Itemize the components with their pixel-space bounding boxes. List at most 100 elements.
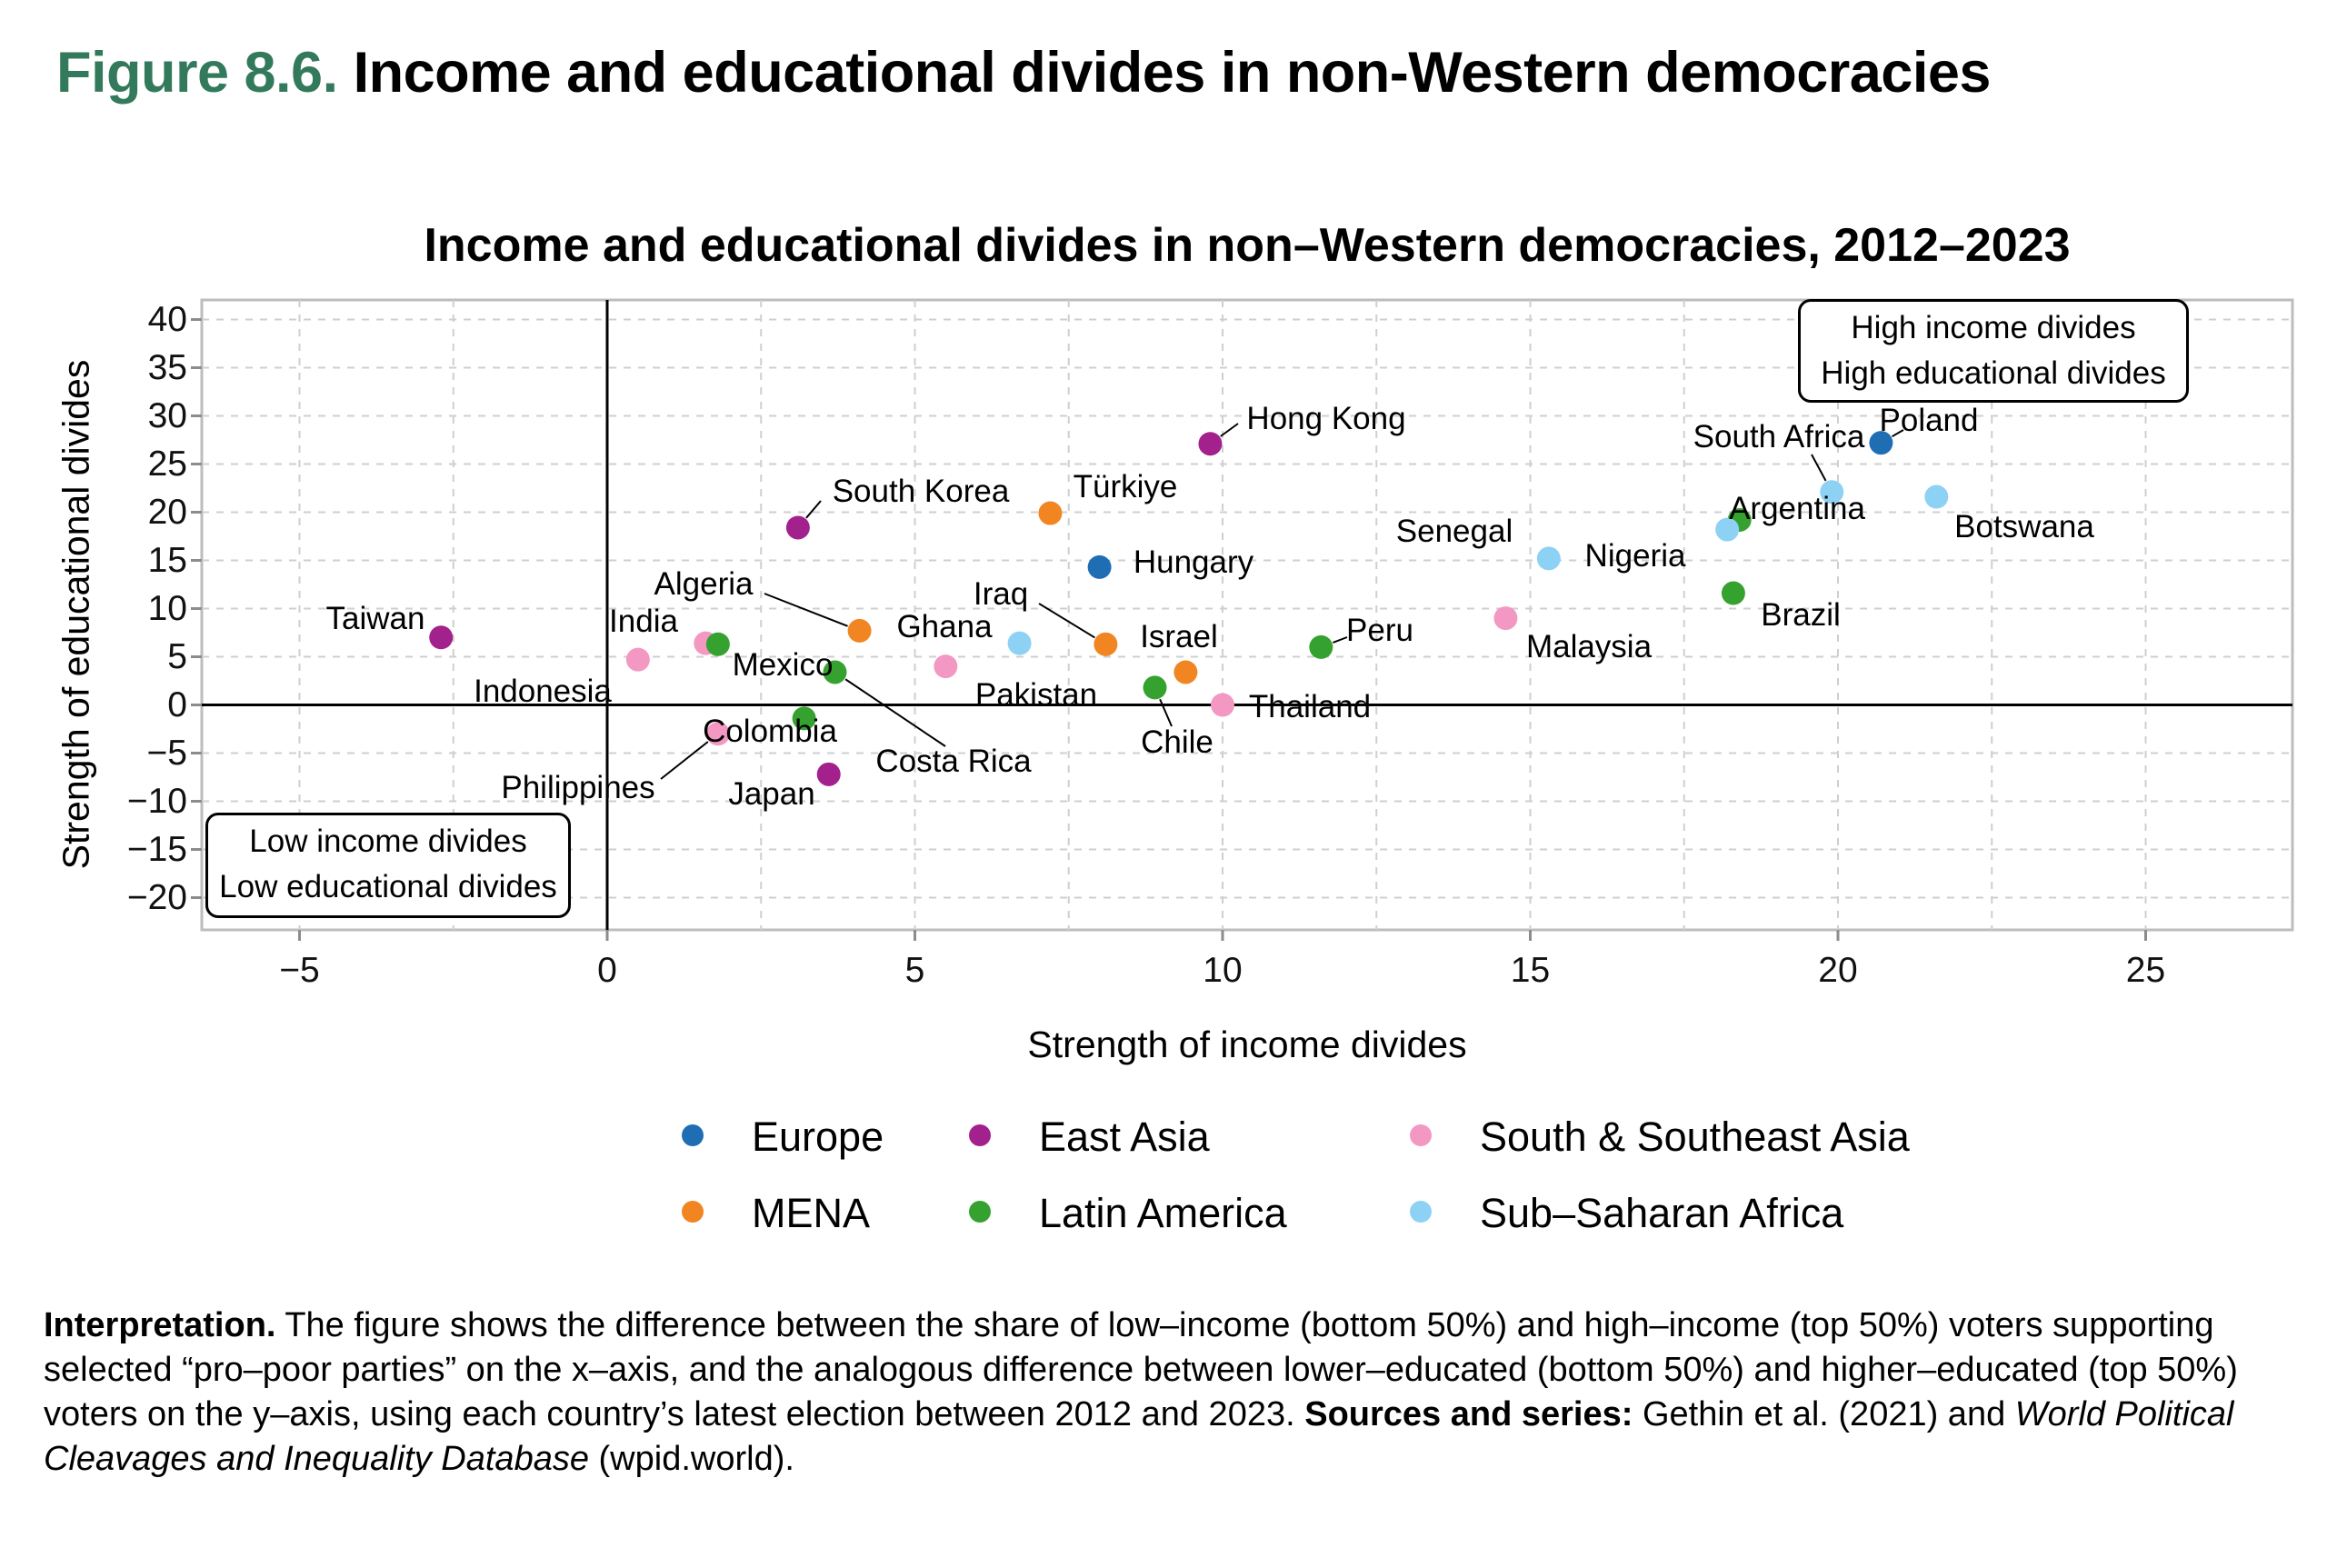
dot-malaysia: [1493, 606, 1518, 631]
y-tick-label: −5: [146, 733, 187, 773]
dot-philippines: [705, 722, 730, 746]
y-tick-label: 40: [147, 299, 187, 339]
dot-algeria: [847, 618, 872, 643]
legend-label-latin-america: Latin America: [1039, 1190, 1287, 1236]
interpretation-caption: Interpretation. The figure shows the dif…: [44, 1303, 2296, 1482]
annotation-box-high: High income divides High educational div…: [1798, 299, 2189, 403]
chart-title: Income and educational divides in non–We…: [424, 219, 2071, 272]
legend-label-sub-saharan-africa: Sub–Saharan Africa: [1480, 1190, 1844, 1236]
caption-bold-segment: Sources and series:: [1304, 1395, 1633, 1433]
dot-senegal: [1536, 546, 1561, 571]
country-label-colombia: Colombia: [703, 714, 837, 749]
dot-mexico: [705, 632, 730, 656]
country-label-botswana: Botswana: [1954, 509, 2094, 544]
country-label-peru: Peru: [1346, 613, 1413, 648]
annotation-high-line1: High income divides: [1851, 310, 2136, 345]
country-label-hong-kong: Hong Kong: [1246, 401, 1406, 436]
y-tick-label: 10: [147, 588, 187, 628]
x-tick-label: 5: [904, 951, 925, 990]
x-tick-label: 10: [1203, 951, 1243, 990]
country-label-mexico: Mexico: [732, 647, 834, 683]
dot-chile: [1143, 675, 1167, 700]
country-label-israel: Israel: [1140, 619, 1218, 654]
legend-label-south-southeast-asia: South & Southeast Asia: [1480, 1114, 1910, 1160]
caption-text-segment: The figure shows the difference between …: [44, 1306, 2238, 1433]
dot-nigeria: [1715, 517, 1740, 542]
dot-pakistan: [934, 654, 958, 679]
dot-peru: [1309, 634, 1333, 659]
country-label-poland: Poland: [1879, 403, 1979, 438]
leader-line-costa-rica: [844, 678, 946, 747]
y-tick-label: 20: [147, 492, 187, 532]
dot-israel: [1173, 660, 1198, 684]
leader-line-poland: [1892, 429, 1904, 438]
country-label-taiwan: Taiwan: [325, 601, 425, 636]
country-label-south-africa: South Africa: [1693, 419, 1865, 454]
y-tick-label: 15: [147, 540, 187, 580]
dot-taiwan: [429, 625, 454, 650]
legend-dot-europe: [682, 1124, 704, 1146]
annotation-low-line1: Low income divides: [249, 824, 527, 859]
country-label-thailand: Thailand: [1248, 689, 1372, 724]
dot-costa-rica: [823, 660, 847, 684]
dot-thailand: [1211, 693, 1234, 717]
country-label-hungary: Hungary: [1133, 544, 1254, 580]
annotation-high-line2: High educational divides: [1821, 355, 2166, 391]
caption-text-segment: Gethin et al. (2021) and: [1633, 1395, 2015, 1433]
dot-south-africa: [1820, 480, 1844, 504]
legend-dot-mena: [682, 1201, 704, 1223]
caption-bold-segment: Interpretation.: [44, 1306, 276, 1344]
x-axis-title: Strength of income divides: [1027, 1024, 1467, 1065]
dot-indonesia: [625, 647, 650, 672]
dot-ghana: [1007, 631, 1032, 655]
country-label-india: India: [609, 604, 678, 639]
figure-heading: Figure 8.6. Income and educational divid…: [56, 40, 1991, 105]
dot-colombia: [792, 706, 816, 731]
country-label-pakistan: Pakistan: [974, 677, 1098, 713]
legend-dot-south-southeast-asia: [1410, 1124, 1432, 1146]
country-label-brazil: Brazil: [1761, 597, 1841, 633]
leader-line-hong-kong: [1220, 423, 1239, 437]
dot-brazil: [1721, 581, 1745, 605]
leader-line-south-korea: [805, 500, 822, 519]
dot-south-korea: [785, 515, 810, 540]
legend-label-mena: MENA: [752, 1190, 871, 1236]
x-tick-label: 20: [1818, 951, 1858, 990]
y-tick-label: −10: [126, 781, 187, 821]
y-tick-label: −20: [126, 877, 187, 917]
country-label-malaysia: Malaysia: [1525, 629, 1653, 664]
country-label-philippines: Philippines: [501, 770, 655, 805]
panel-border: [200, 298, 2294, 932]
legend-dot-latin-america: [969, 1201, 991, 1223]
x-tick-label: −5: [279, 951, 320, 990]
leader-line-algeria: [764, 593, 848, 627]
leader-line-chile: [1159, 698, 1173, 727]
y-axis-title: Strength of educational divides: [55, 359, 97, 870]
country-label-costa-rica: Costa Rica: [875, 744, 1032, 779]
y-tick-label: 30: [147, 395, 187, 435]
country-label-argentina: Argentina: [1729, 491, 1865, 526]
country-label-türkiye: Türkiye: [1073, 469, 1178, 504]
dot-iraq: [1094, 632, 1118, 656]
y-tick-label: 5: [167, 636, 187, 676]
leader-line-iraq: [1038, 603, 1095, 639]
x-tick-label: 15: [1510, 951, 1551, 990]
dot-botswana: [1924, 484, 1949, 509]
y-tick-label: 0: [167, 684, 187, 724]
legend-dot-east-asia: [969, 1124, 991, 1146]
country-label-chile: Chile: [1141, 724, 1213, 760]
legend-dot-sub-saharan-africa: [1410, 1201, 1432, 1223]
y-tick-label: 25: [147, 444, 187, 484]
figure-number: Figure 8.6.: [56, 41, 338, 105]
country-label-nigeria: Nigeria: [1584, 538, 1686, 574]
figure-heading-text: Income and educational divides in non-We…: [337, 41, 1992, 105]
y-tick-label: −15: [126, 829, 187, 869]
dot-hong-kong: [1198, 432, 1223, 456]
dot-poland: [1869, 431, 1893, 455]
caption-text-segment: (wpid.world).: [588, 1440, 794, 1478]
x-tick-label: 0: [597, 951, 617, 990]
leader-line-south-africa: [1811, 454, 1827, 482]
